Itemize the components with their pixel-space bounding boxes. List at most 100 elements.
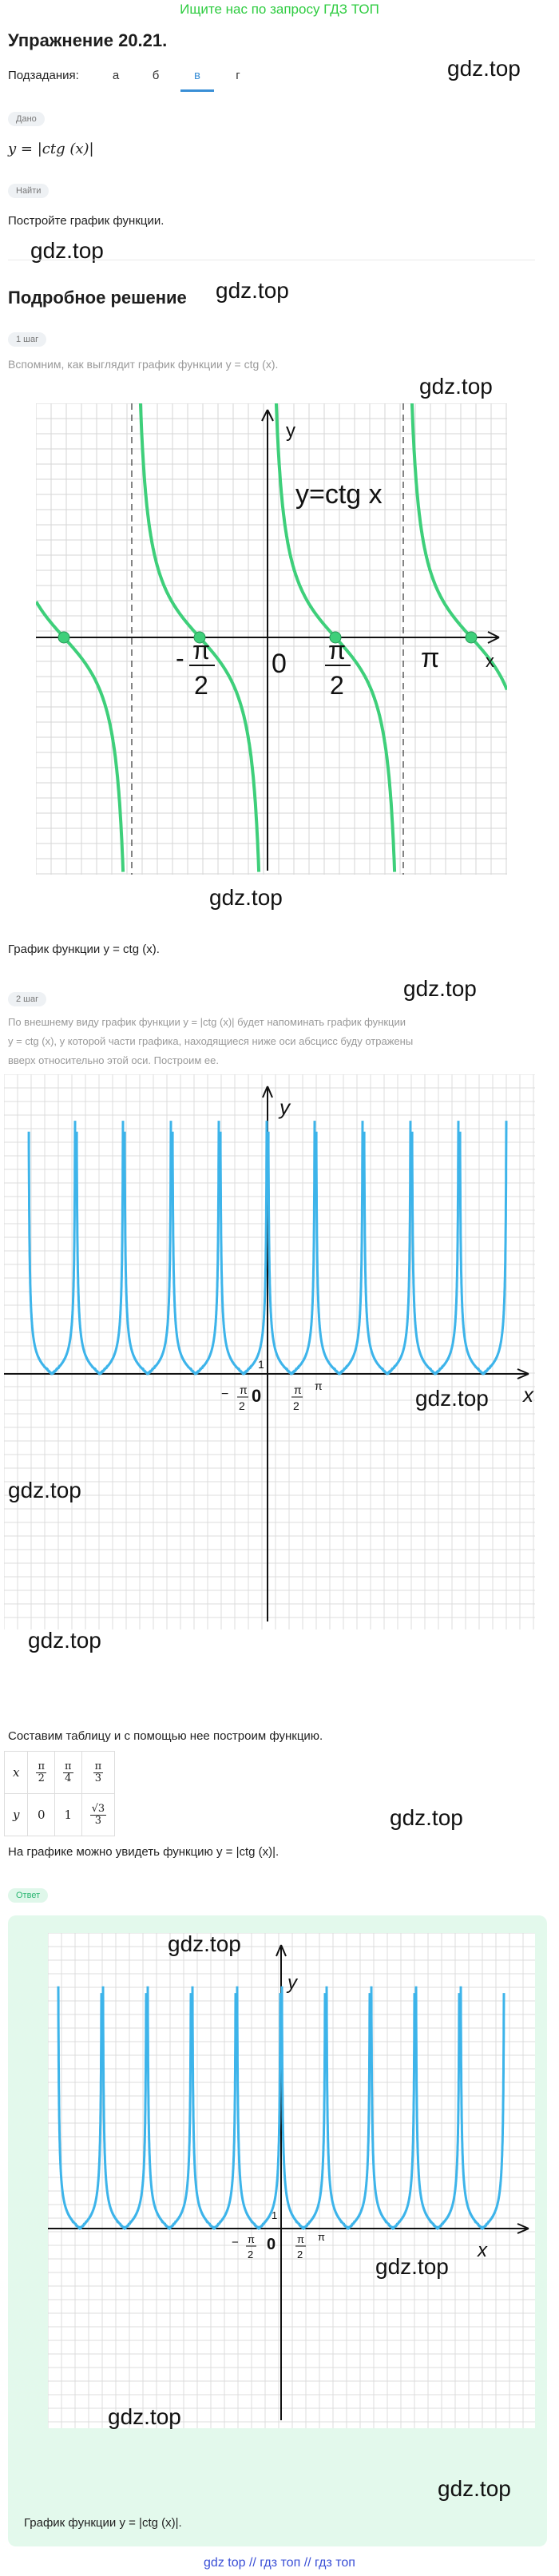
abs-cot-branch [123, 1121, 172, 1375]
tab-v[interactable]: в [194, 69, 200, 82]
watermark: gdz.top [8, 1478, 81, 1502]
neg-half-pi-num: π [240, 1383, 248, 1396]
tab-a[interactable]: а [112, 69, 120, 82]
pi-label: π [318, 2231, 325, 2243]
subtasks-label: Подзадания: [8, 69, 79, 82]
top-search-link[interactable]: Ищите нас по запросу ГДЗ ТОП [180, 2, 379, 17]
watermark: gdz.top [447, 56, 521, 81]
x-axis-arrow [517, 2223, 529, 2234]
answer-abs-cot-graph: y x 0 1 − π 2 π 2 π [48, 1933, 535, 2428]
abs-cot-branch [27, 1121, 77, 1375]
neg-half-pi-den: 2 [239, 1399, 245, 1412]
zero-point [465, 631, 478, 644]
half-pi-den: 2 [293, 1399, 299, 1412]
origin-label: 0 [267, 2236, 276, 2253]
table-cell: x [3, 1751, 29, 1794]
neg-half-pi-minus: − [221, 1387, 228, 1401]
abs-cot-branch [101, 1986, 148, 2231]
neg-half-pi-num: π [248, 2233, 255, 2245]
step1-text: Вспомним, как выглядит график функции y … [8, 358, 279, 371]
watermark: gdz.top [415, 1386, 489, 1411]
answer-chip: Ответ [8, 1888, 49, 1903]
watermark: gdz.top [390, 1805, 463, 1830]
page-title: Упражнение 20.21. [8, 30, 168, 50]
neg-half-pi-minus: − [232, 2236, 239, 2249]
table-cell: √3 3 [81, 1793, 116, 1836]
abs-cot-branch [75, 1121, 125, 1375]
active-tab-indicator [180, 89, 214, 92]
y-axis-arrow [276, 1944, 287, 1957]
table-cell: 1 [54, 1793, 82, 1836]
pi-label: π [315, 1379, 323, 1392]
abs-cot-branch [267, 1121, 316, 1375]
half-pi-num: π [297, 2233, 304, 2245]
pi-num-neg: π [192, 636, 210, 665]
watermark: gdz.top [403, 976, 477, 1001]
y-axis-arrow [262, 1086, 273, 1098]
step2-text-3: вверх относительно этой оси. Построим ее… [8, 1054, 219, 1066]
watermark: gdz.top [438, 2476, 511, 2501]
answer-caption: График функции y = |ctg (x)|. [24, 2516, 182, 2530]
abs-cot-branch [459, 1986, 505, 2231]
zero-point [57, 631, 70, 644]
given-chip: Дано [8, 112, 45, 126]
cot-graph: y x y=ctg x 0 - π 2 π 2 π [36, 403, 507, 875]
tab-b[interactable]: б [152, 69, 160, 82]
half-pi-den: 2 [297, 2249, 303, 2260]
origin-label: 0 [272, 649, 287, 679]
watermark: gdz.top [209, 885, 283, 910]
table-cell: y [3, 1793, 29, 1836]
watermark: gdz.top [30, 238, 104, 263]
x-axis-label: x [477, 2240, 488, 2261]
tab-g[interactable]: г [236, 69, 240, 82]
abs-cot-branch [410, 1121, 460, 1375]
abs-cot-branch [280, 1986, 327, 2231]
footer-links[interactable]: gdz top // гдз топ // гдз топ [204, 2556, 355, 2570]
abs-cot-branch [458, 1121, 508, 1375]
one-label: 1 [272, 2209, 277, 2221]
cot-branch [36, 601, 125, 872]
two-den-pos: 2 [330, 671, 344, 700]
one-label: 1 [258, 1358, 264, 1371]
abs-cot-branch [171, 1121, 220, 1375]
solution-heading: Подробное решение [8, 288, 187, 308]
find-text: Постройте график функции. [8, 214, 165, 228]
abs-cot-branch [236, 1986, 282, 2231]
find-chip: Найти [8, 184, 50, 198]
given-formula: y = |ctg (x)| [8, 141, 94, 157]
watermark: gdz.top [108, 2404, 181, 2429]
zero-point [329, 631, 342, 644]
watermark: gdz.top [419, 374, 493, 399]
cot-branch [410, 403, 507, 691]
abs-cot-branch [146, 1986, 192, 2231]
caption1: График функции y = ctg (x). [8, 943, 160, 956]
abs-cot-branch [219, 1121, 268, 1375]
abs-cot-branch [414, 1986, 461, 2231]
zero-point [193, 631, 206, 644]
table-conclusion: На графике можно увидеть функцию y = |ct… [8, 1845, 280, 1859]
step2-text-1: По внешнему виду график функции y = |ctg… [8, 1016, 406, 1028]
y-axis-label: y [286, 1972, 299, 1994]
step2-text-2: y = ctg (x), у которой части графика, на… [8, 1035, 414, 1047]
abs-cot-branch [363, 1121, 412, 1375]
watermark: gdz.top [375, 2254, 449, 2279]
watermark: gdz.top [28, 1628, 101, 1653]
y-axis-arrow [261, 409, 274, 422]
y-axis-label: y [278, 1095, 291, 1119]
half-pi-num: π [294, 1383, 302, 1396]
minus-label: - [176, 644, 184, 673]
abs-cot-branch [325, 1986, 371, 2231]
x-axis-label: x [486, 651, 494, 671]
abs-cot-graph: y x 0 1 − π 2 π 2 π gdz.top [4, 1074, 535, 1629]
pi-num-pos: π [328, 636, 346, 665]
y-axis-label: y [286, 420, 295, 442]
table-row-y: y 0 1 √3 3 [3, 1793, 116, 1836]
table-intro: Составим таблицу и с помощью нее построи… [8, 1729, 323, 1743]
watermark: gdz.top [168, 1931, 241, 1956]
abs-cot-branch [315, 1121, 364, 1375]
